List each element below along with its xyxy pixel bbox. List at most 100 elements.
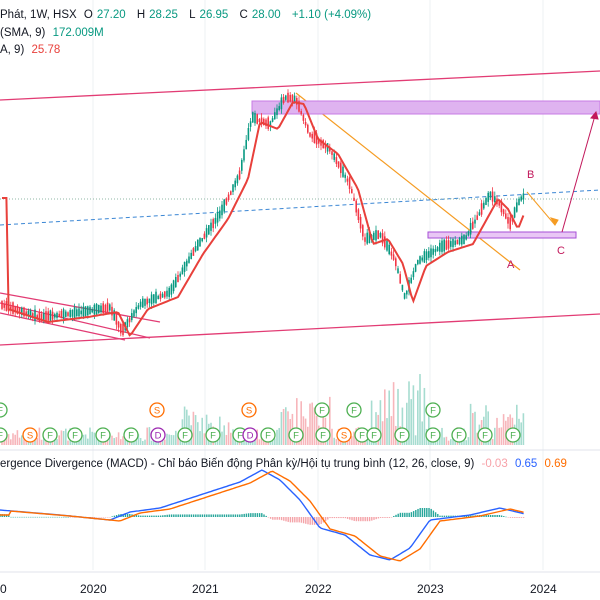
macd-hist-bar — [188, 514, 190, 517]
event-marker-circle[interactable] — [336, 427, 352, 443]
resistance-zone[interactable] — [251, 100, 600, 115]
candle-body — [25, 311, 27, 315]
event-marker-circle[interactable] — [315, 427, 331, 443]
event-marker-circle[interactable] — [425, 427, 441, 443]
macd-hist-bar — [386, 517, 388, 518]
volume-bar — [82, 434, 85, 445]
event-marker-circle[interactable] — [477, 427, 493, 443]
macd-hist-bar — [109, 517, 111, 518]
volume-bar — [412, 385, 415, 445]
support-zone[interactable] — [427, 231, 577, 239]
macd-hist-bar — [30, 516, 32, 518]
event-marker-f: F — [482, 431, 488, 442]
signal-value: 0.69 — [544, 458, 567, 470]
event-marker-circle[interactable] — [22, 427, 38, 443]
macd-hist-bar — [241, 514, 243, 517]
candle-body — [36, 315, 38, 319]
channel-lines[interactable] — [0, 70, 600, 346]
candle-body — [109, 304, 111, 311]
event-marker-circle[interactable] — [242, 427, 258, 443]
event-marker-circle[interactable] — [346, 402, 362, 418]
orange-trendline[interactable] — [295, 92, 521, 271]
event-marker-circle[interactable] — [0, 402, 8, 418]
candle-body — [320, 139, 322, 146]
event-marker-circle[interactable] — [505, 427, 521, 443]
macd-hist-bar — [327, 517, 329, 520]
volume-bar — [91, 431, 93, 445]
wave-projection[interactable] — [526, 110, 599, 233]
low-label: L — [189, 9, 196, 21]
volume-bar — [285, 407, 287, 445]
macd-hist-bar — [91, 517, 94, 518]
macd-hist-bar — [151, 515, 153, 517]
macd-hist-bar — [507, 517, 509, 518]
event-marker-circle[interactable] — [314, 402, 330, 418]
event-marker-circle[interactable] — [394, 427, 410, 443]
macd-hist-bar — [113, 515, 116, 517]
macd-hist-bar — [256, 513, 259, 517]
event-marker-circle[interactable] — [95, 427, 111, 443]
volume-bar — [12, 433, 14, 445]
candle-body — [390, 251, 393, 256]
volume-bar — [465, 440, 467, 445]
macd-hist-bar — [516, 517, 518, 518]
volume-bar — [146, 427, 148, 445]
event-marker-circle[interactable] — [451, 427, 467, 443]
candle-body — [315, 133, 318, 145]
event-marker-circle[interactable] — [288, 427, 304, 443]
volume-bar — [331, 428, 333, 445]
macd-hist-bar — [368, 517, 371, 522]
macd-hist-bar — [283, 517, 285, 521]
event-marker-circle[interactable] — [150, 427, 166, 443]
candle-body — [181, 267, 184, 275]
event-marker-circle[interactable] — [42, 427, 58, 443]
volume-bar — [410, 399, 412, 445]
volume-bar — [192, 411, 195, 445]
event-marker-circle[interactable] — [260, 427, 276, 443]
macd-hist-bar — [45, 516, 47, 518]
x-tick-0: 0 — [0, 582, 7, 596]
candle-body — [186, 260, 188, 267]
macd-hist-bar — [261, 513, 263, 517]
macd-hist-bar — [514, 517, 516, 518]
volume-value: 172.009M — [52, 27, 104, 39]
candle-body — [489, 191, 492, 198]
event-marker-circle[interactable] — [177, 427, 193, 443]
candle-body — [406, 290, 408, 295]
macd-hist-bar — [170, 514, 173, 517]
event-marker-circle[interactable] — [205, 427, 221, 443]
macd-hist-bar — [14, 516, 17, 518]
candle-body — [469, 222, 472, 235]
candle-body — [172, 280, 175, 292]
volume-bar — [276, 429, 278, 445]
event-marker-circle[interactable] — [0, 427, 8, 443]
candle-body — [285, 95, 287, 100]
event-marker-circle[interactable] — [366, 427, 382, 443]
volume-legend: (SMA, 9) 172.009M — [0, 27, 108, 39]
volume-bar — [175, 430, 177, 445]
candle-body — [115, 315, 118, 325]
candle-body — [329, 147, 331, 152]
event-marker-circle[interactable] — [241, 402, 257, 418]
candle-body — [282, 96, 285, 103]
macd-hist-bar — [214, 514, 217, 517]
event-marker-circle[interactable] — [67, 427, 83, 443]
event-marker-circle[interactable] — [149, 402, 165, 418]
candle-body — [27, 310, 30, 317]
candle-body — [267, 117, 269, 129]
volume-bar — [274, 438, 276, 445]
dashed-trendline[interactable] — [0, 189, 600, 226]
candle-body — [355, 200, 357, 213]
event-markers[interactable]: FSSFFFFSFFFFDFFFDFFFSFFFFFFF — [0, 402, 521, 443]
candle-body — [487, 192, 489, 202]
macd-hist-bar — [379, 517, 382, 518]
event-marker-circle[interactable] — [123, 427, 139, 443]
candle-body — [144, 298, 146, 306]
macd-hist-bar — [201, 514, 204, 517]
event-marker-circle[interactable] — [425, 402, 441, 418]
candle-body — [399, 274, 401, 284]
volume-bar — [234, 438, 236, 445]
macd-hist-bar — [335, 517, 338, 519]
candle-body — [234, 180, 236, 188]
